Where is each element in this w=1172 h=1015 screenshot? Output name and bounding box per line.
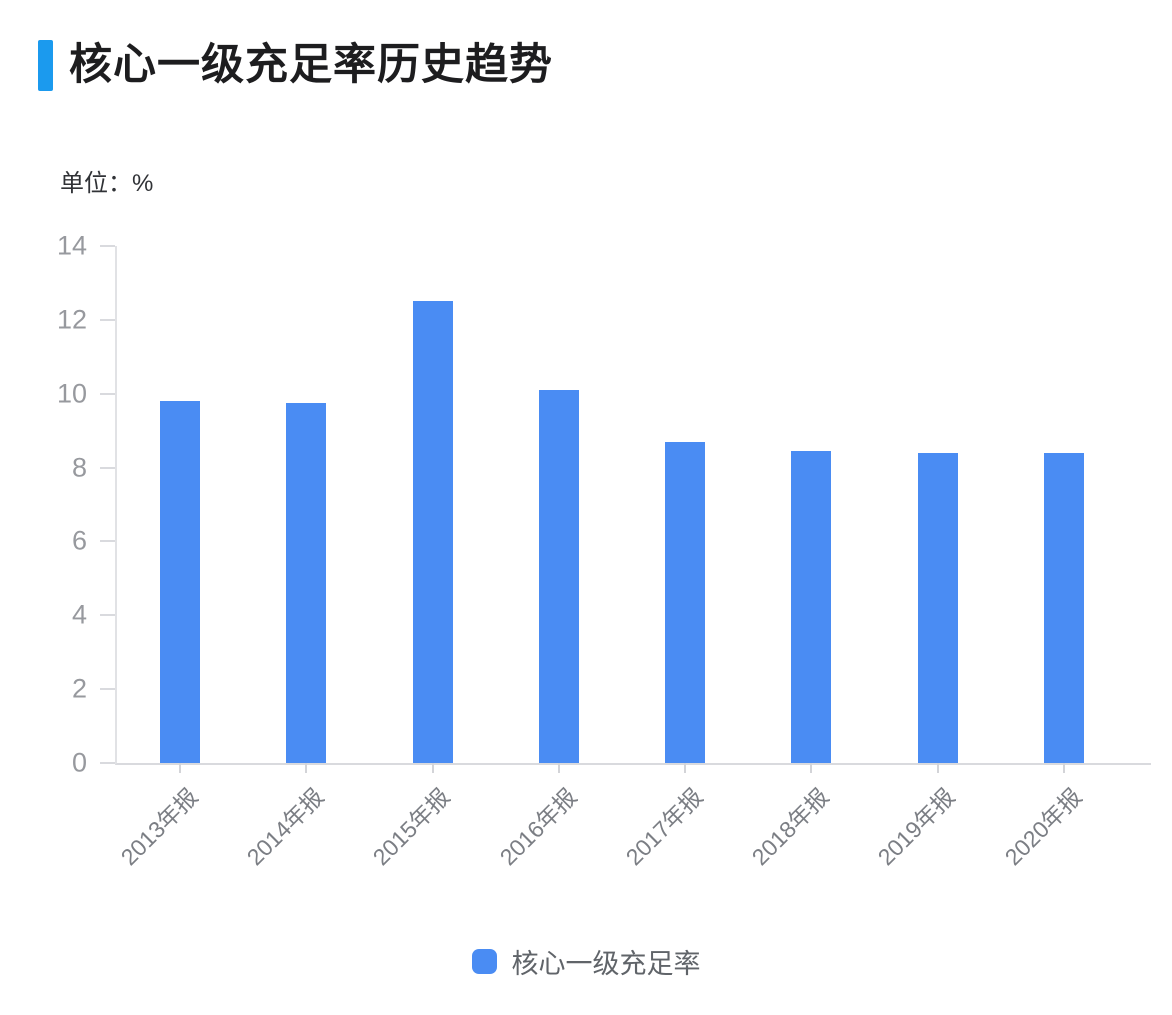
y-axis-tick-label: 8 xyxy=(71,452,87,483)
page-title: 核心一级充足率历史趋势 xyxy=(69,40,553,89)
x-axis-tick xyxy=(1062,763,1065,773)
y-axis-tick xyxy=(100,762,115,764)
bar-chart-plot-area: 0 2 4 6 8 10 12 14 2013年报 2014年报 2015年报 2016年报 2017年… xyxy=(57,232,1151,870)
y-axis-tick-label: 4 xyxy=(71,599,87,630)
chart-legend: 核心一级充足率 xyxy=(0,942,1172,981)
legend-swatch xyxy=(471,949,497,974)
y-axis-tick xyxy=(100,540,115,543)
y-axis-tick xyxy=(100,614,115,617)
x-axis-tick xyxy=(305,763,308,773)
y-axis-tick-label: 2 xyxy=(71,673,87,704)
y-axis-tick-label: 12 xyxy=(56,304,87,335)
page-header: 核心一级充足率历史趋势 xyxy=(38,40,553,91)
bar-2019年报[interactable] xyxy=(917,452,958,763)
x-axis-label: 2015年报 xyxy=(368,783,456,871)
title-accent-bar xyxy=(38,40,53,91)
bar-2015年报[interactable] xyxy=(412,301,453,763)
y-axis-tick-label: 14 xyxy=(56,230,87,261)
x-axis-label: 2017年报 xyxy=(620,783,708,871)
x-axis-tick xyxy=(431,763,434,773)
x-axis-tick xyxy=(684,763,687,773)
y-axis-tick xyxy=(100,318,115,321)
y-axis-tick xyxy=(100,392,115,395)
y-axis-tick xyxy=(100,688,115,691)
bar-2017年报[interactable] xyxy=(665,441,706,763)
x-axis-label: 2020年报 xyxy=(999,783,1087,871)
y-axis-tick xyxy=(100,245,115,247)
x-axis-label: 2014年报 xyxy=(241,783,330,871)
bar-2018年报[interactable] xyxy=(791,450,832,763)
x-axis-label: 2018年报 xyxy=(746,783,835,871)
x-axis-tick xyxy=(179,763,182,773)
x-axis-tick xyxy=(557,763,560,773)
x-axis-label: 2019年报 xyxy=(873,783,961,871)
unit-label: 单位：% xyxy=(60,170,154,197)
x-axis-tick xyxy=(936,763,939,773)
bar-2014年报[interactable] xyxy=(286,402,327,763)
y-axis-tick-label: 6 xyxy=(71,525,87,556)
bar-2016年报[interactable] xyxy=(538,390,579,763)
bar-2020年报[interactable] xyxy=(1043,452,1084,763)
x-axis-label: 2016年报 xyxy=(494,783,582,871)
y-axis-tick xyxy=(100,466,115,469)
legend-item[interactable]: 核心一级充足率 xyxy=(471,942,701,981)
x-axis-tick xyxy=(810,763,813,773)
x-axis-label: 2013年报 xyxy=(115,783,203,871)
y-axis-tick-label: 0 xyxy=(71,747,87,778)
y-axis-tick-label: 10 xyxy=(56,378,87,409)
bar-2013年报[interactable] xyxy=(160,401,201,763)
legend-label: 核心一级充足率 xyxy=(511,949,701,979)
